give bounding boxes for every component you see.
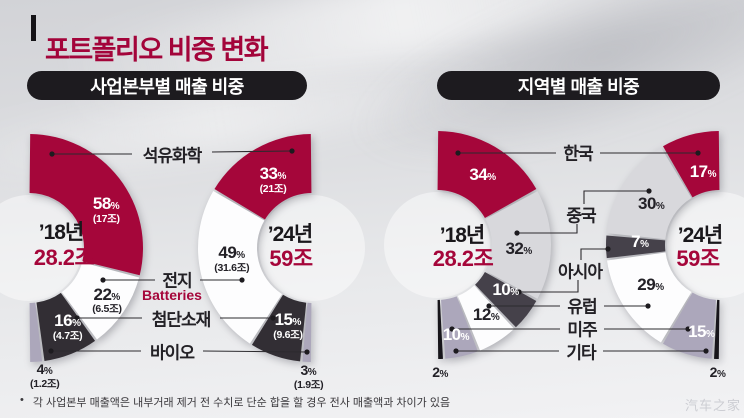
value-label-biz24-battery: 49% (31.6조)	[214, 243, 250, 275]
page-title: 포트폴리오 비중 변화	[45, 35, 269, 66]
connector-lines	[48, 148, 709, 355]
chart-year-biz18: ’18년	[38, 221, 85, 244]
section-title-business: 사업본부별 매출 비중	[27, 71, 307, 100]
section-title-region: 지역별 매출 비중	[437, 71, 720, 100]
value-label-reg18-others: 2%	[432, 364, 449, 380]
chart-year-biz24: ’24년	[267, 223, 314, 246]
label-bio: 바이오	[150, 343, 195, 363]
donut-segment-biz24-bio	[302, 302, 312, 362]
watermark-autohome: 汽车之家	[684, 398, 741, 413]
value-label-reg24-americas: 15%	[688, 322, 715, 342]
chart-total-biz18: 28.2조	[33, 245, 95, 270]
value-label-biz24-bio: 3% (1.9조)	[293, 362, 324, 392]
value-label-reg18-europe: 12%	[472, 305, 500, 325]
title-accent-bar	[31, 15, 36, 41]
value-label-reg24-asia: 7%	[631, 232, 649, 252]
value-label-biz18-advanced: 16% (4.7조)	[52, 311, 83, 343]
donut-segment-reg24-asia	[606, 235, 666, 259]
value-label-biz24-advanced: 15% (9.6조)	[273, 310, 303, 342]
value-label-reg18-korea: 34%	[469, 164, 497, 184]
value-label-reg24-korea: 17%	[689, 161, 717, 181]
donut-segment-reg18-china	[485, 191, 552, 299]
footnote: • 각 사업본부 매출액은 내부거래 제거 전 수치로 단순 합을 할 경우 전…	[20, 394, 660, 410]
value-label-reg24-others: 2%	[709, 364, 726, 381]
value-label-biz24-petro: 33% (21조)	[259, 164, 287, 196]
label-korea: 한국	[563, 144, 593, 164]
value-label-reg18-americas: 10%	[442, 325, 470, 345]
donut-segment-biz24-advanced	[251, 294, 307, 362]
value-label-biz18-battery: 22% (6.5조)	[92, 284, 122, 316]
donut-segment-reg24-europe	[607, 252, 692, 343]
donut-segment-biz18-advanced	[36, 292, 96, 361]
donut-segment-reg18-americas	[441, 296, 478, 359]
value-label-biz18-petro: 58% (17조)	[92, 194, 120, 226]
chart-total-reg24: 59조	[676, 246, 720, 271]
label-advanced-materials: 첨단소재	[151, 310, 212, 330]
footnote-text: 각 사업본부 매출액은 내부거래 제거 전 수치로 단순 합을 할 경우 전사 …	[32, 397, 451, 409]
donut-segment-reg24-korea	[663, 131, 720, 198]
value-label-reg18-china: 32%	[505, 239, 533, 259]
label-petrochemical: 석유화학	[142, 146, 203, 166]
value-label-reg18-asia: 10%	[492, 279, 520, 299]
label-americas: 미주	[567, 320, 597, 340]
donut-segment-reg24-others	[714, 299, 720, 359]
donut-segment-biz18-battery	[61, 262, 140, 340]
donut-segment-reg18-others	[437, 299, 443, 359]
donut-segment-reg18-asia	[475, 272, 537, 328]
label-china: 중국	[566, 206, 596, 226]
donut-segment-reg24-americas	[663, 292, 716, 359]
donut-segment-biz24-battery	[197, 191, 283, 344]
donut-segment-reg18-europe	[457, 285, 515, 351]
donut-segment-biz18-bio	[29, 302, 43, 362]
chart-year-reg18: ’18년	[439, 224, 486, 247]
label-battery-en: Batteries	[142, 287, 202, 303]
footnote-bullet: •	[20, 394, 24, 406]
chart-total-reg18: 28.2조	[432, 246, 494, 271]
value-label-reg24-china: 30%	[638, 193, 665, 213]
donut-hole-glows	[0, 192, 744, 301]
value-label-reg24-europe: 29%	[637, 275, 665, 295]
chart-year-reg24: ’24년	[677, 224, 724, 247]
label-battery: 전지	[162, 271, 192, 291]
donut-segments	[29, 131, 720, 362]
value-label-biz18-bio: 4% (1.2조)	[29, 361, 60, 391]
chart-total-biz24: 59조	[269, 246, 313, 271]
label-asia: 아시아	[558, 262, 603, 282]
label-europe: 유럽	[567, 297, 597, 317]
label-others: 기타	[566, 343, 596, 363]
